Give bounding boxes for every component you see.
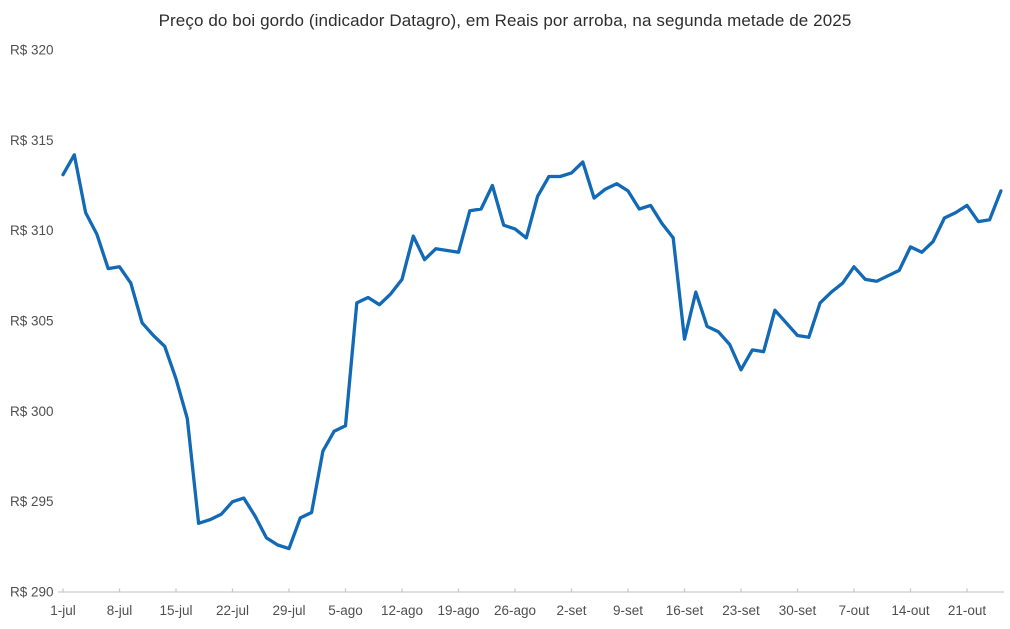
x-axis-label: 29-jul [272,603,305,618]
y-axis-label: R$ 305 [10,314,54,329]
y-axis-label: R$ 320 [10,43,54,58]
x-axis-label: 5-ago [328,603,363,618]
y-axis-label: R$ 315 [10,133,54,148]
x-axis-label: 12-ago [381,603,423,618]
x-axis-label: 22-jul [216,603,249,618]
x-axis-tick-marks [62,588,968,593]
price-line-series [61,153,1003,551]
x-axis-label: 9-set [613,603,643,618]
x-axis-label: 1-jul [50,603,76,618]
x-axis-label: 7-out [839,603,870,618]
chart-title: Preço do boi gordo (indicador Datagro), … [158,11,852,30]
x-axis-label: 8-jul [107,603,133,618]
x-axis-label: 26-ago [494,603,536,618]
x-axis-label: 30-set [779,603,817,618]
x-axis-label: 16-set [666,603,704,618]
x-axis-label: 21-out [948,603,987,618]
x-axis-label: 2-set [556,603,586,618]
x-axis-label: 19-ago [437,603,479,618]
x-axis-label: 15-jul [159,603,192,618]
x-axis-labels: 1-jul 8-jul 15-jul 22-jul 29-jul 5-ago 12-ago 1… [50,603,986,618]
y-axis-label: R$ 310 [10,223,54,238]
y-axis-label: R$ 295 [10,494,54,509]
y-axis-labels: R$ 320 R$ 315 R$ 310 R$ 305 R$ 300 R$ 295 R$ 2… [10,43,54,600]
x-axis-label: 14-out [891,603,930,618]
y-axis-label: R$ 290 [10,585,54,600]
x-axis-label: 23-set [722,603,760,618]
y-axis-label: R$ 300 [10,404,54,419]
